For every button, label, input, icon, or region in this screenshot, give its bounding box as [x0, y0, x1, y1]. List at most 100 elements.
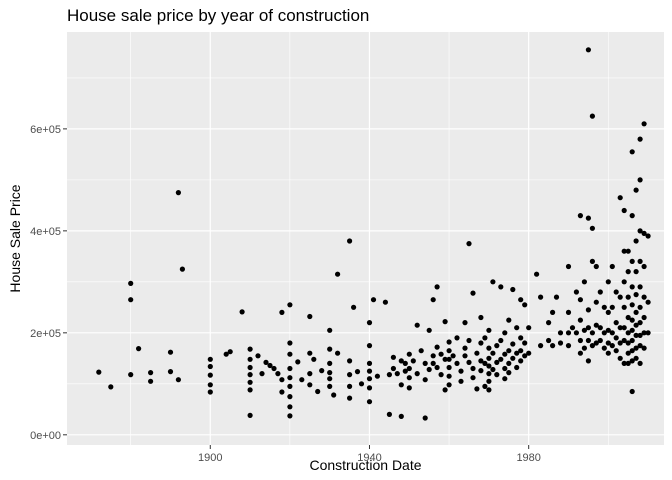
data-point [637, 228, 643, 234]
data-point [287, 375, 293, 381]
data-point [287, 340, 293, 346]
data-point [633, 322, 639, 328]
data-point [514, 350, 520, 356]
data-point [518, 335, 524, 341]
chart-title: House sale price by year of construction [67, 6, 370, 25]
data-point [239, 309, 245, 315]
data-point [506, 348, 512, 354]
data-point [299, 377, 305, 383]
x-tick-label: 1980 [516, 452, 540, 464]
data-point [478, 340, 484, 346]
data-point [136, 346, 142, 352]
data-point [128, 297, 134, 303]
data-point [637, 320, 643, 326]
data-point [534, 271, 540, 277]
data-point [247, 379, 253, 385]
data-point [335, 271, 341, 277]
data-point [498, 337, 504, 344]
data-point [247, 356, 253, 362]
data-point [426, 327, 432, 333]
data-point [581, 327, 588, 333]
data-point [621, 304, 627, 310]
data-point [625, 294, 631, 300]
data-point [354, 369, 361, 375]
data-point [629, 337, 635, 344]
data-point [347, 372, 353, 378]
data-point [585, 358, 592, 364]
data-point [287, 394, 293, 400]
data-point [490, 350, 496, 356]
data-point [645, 330, 651, 336]
data-point [605, 350, 611, 356]
data-point [347, 238, 353, 244]
data-point [271, 365, 277, 372]
data-point [366, 376, 373, 382]
data-point [434, 344, 440, 350]
data-point [474, 386, 480, 392]
data-point [486, 345, 492, 351]
data-point [366, 343, 373, 349]
data-point [454, 360, 460, 366]
data-point [518, 358, 524, 364]
data-point [287, 302, 293, 308]
data-point [370, 297, 377, 303]
data-point [522, 340, 528, 346]
data-point [466, 359, 472, 365]
data-point [526, 350, 532, 356]
data-point [625, 360, 631, 366]
data-point [446, 348, 452, 354]
data-point [386, 411, 392, 417]
data-point [207, 382, 213, 388]
data-point [128, 280, 134, 286]
data-point [438, 351, 444, 357]
data-point [374, 373, 380, 379]
data-point [502, 330, 508, 336]
data-point [406, 365, 412, 372]
data-point [366, 360, 373, 366]
data-point [629, 348, 635, 354]
data-point [518, 348, 524, 354]
data-point [366, 399, 373, 405]
data-point [207, 389, 213, 395]
data-point [641, 314, 647, 321]
data-point [426, 366, 432, 373]
data-point [438, 372, 444, 378]
data-point [613, 348, 619, 354]
data-point [506, 370, 512, 376]
data-point [629, 327, 635, 333]
data-point [565, 309, 572, 315]
data-point [327, 346, 333, 352]
data-point [617, 195, 623, 201]
data-point [633, 269, 639, 275]
data-point [478, 358, 484, 364]
data-point [458, 378, 464, 384]
data-point [486, 387, 492, 393]
data-point [629, 302, 635, 308]
data-point [430, 360, 436, 366]
data-point [589, 225, 596, 231]
data-point [287, 351, 293, 357]
data-point [585, 337, 592, 344]
data-point [482, 335, 488, 341]
data-point [546, 320, 552, 326]
data-point [108, 384, 114, 390]
data-point [605, 309, 611, 315]
data-point [446, 382, 452, 388]
data-point [565, 343, 572, 349]
data-point [167, 349, 174, 355]
data-point [414, 322, 420, 328]
data-point [641, 345, 647, 351]
axes: 1900 1940 1980 0e+00 2e+05 4e+05 6e+05 [30, 124, 541, 464]
data-point [442, 319, 448, 325]
data-point [553, 294, 560, 300]
data-point [207, 363, 213, 370]
data-point [506, 317, 512, 323]
data-point [319, 368, 325, 374]
data-point [462, 320, 468, 326]
data-point [390, 365, 396, 372]
data-point [247, 387, 253, 393]
data-point [287, 413, 293, 419]
data-point [494, 359, 500, 365]
data-point [307, 371, 313, 377]
